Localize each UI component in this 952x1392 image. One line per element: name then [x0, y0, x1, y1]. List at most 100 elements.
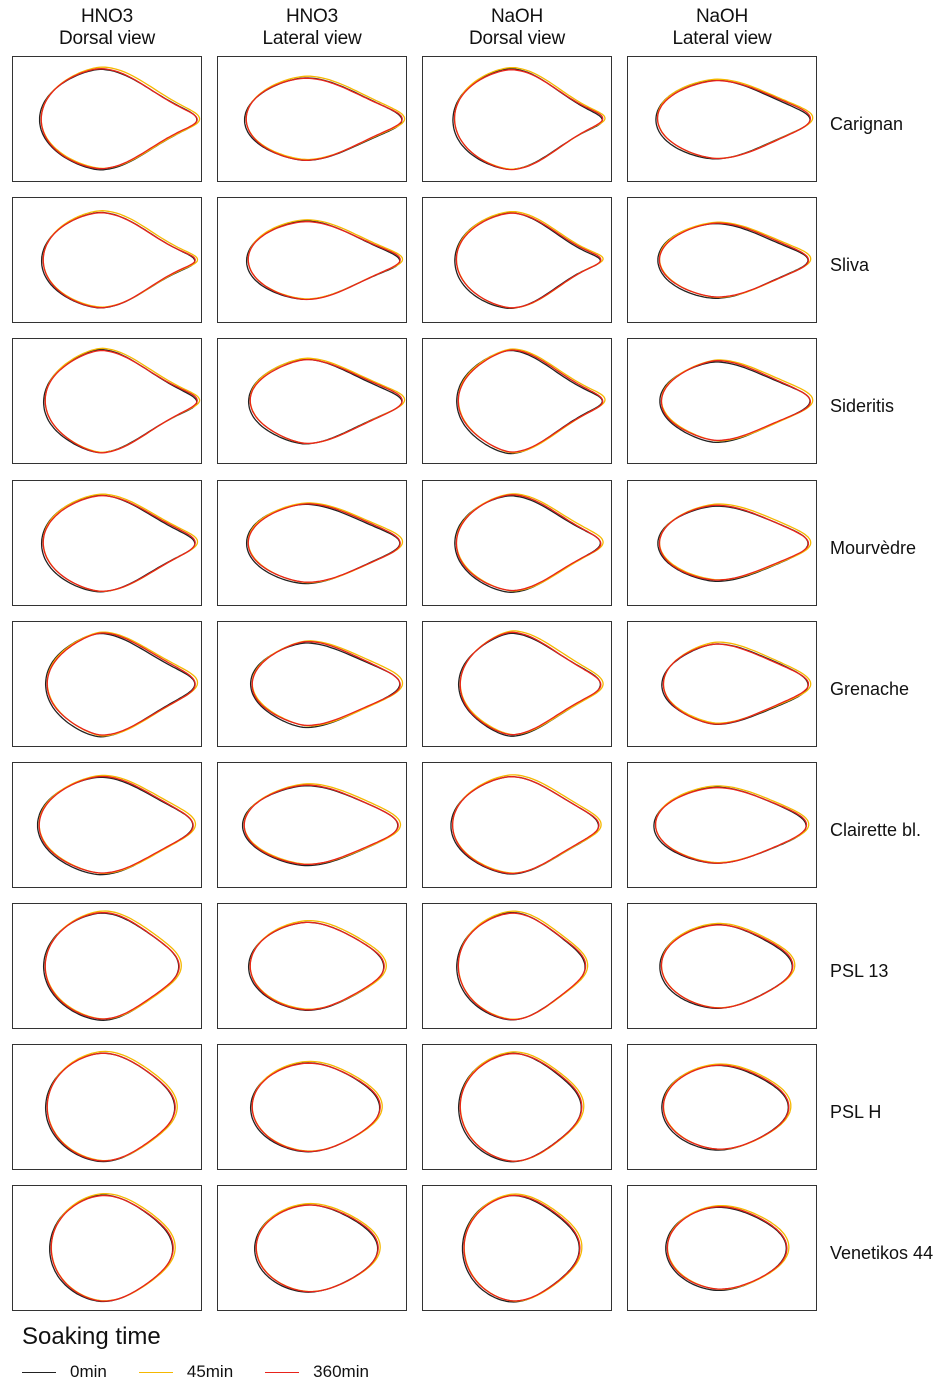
- outline-plot: [659, 922, 796, 1009]
- outline-360min: [38, 775, 194, 874]
- outline-360min: [662, 1064, 790, 1150]
- outline-45min: [455, 493, 604, 592]
- outline-plot: [44, 631, 199, 738]
- column-header-view: Dorsal view: [469, 28, 565, 49]
- outline-45min: [42, 493, 199, 593]
- outline-panel: [12, 903, 202, 1029]
- outline-panel: [627, 762, 817, 888]
- column-header-0: HNO3 Dorsal view: [12, 6, 202, 50]
- outline-360min: [44, 911, 180, 1020]
- legend-swatch-0min: [22, 1371, 56, 1373]
- row-label: Clairette bl.: [830, 820, 922, 840]
- outline-360min: [656, 79, 812, 160]
- outline-plot: [665, 1204, 790, 1292]
- outline-panel: [422, 762, 612, 888]
- outline-panel: [217, 1044, 407, 1170]
- legend-item-45min: 45min: [138, 1362, 234, 1382]
- outline-plot: [241, 783, 402, 867]
- outline-360min: [658, 222, 810, 298]
- outline-panel: [217, 480, 407, 606]
- outline-panel: [627, 197, 817, 323]
- outline-360min: [660, 924, 794, 1009]
- row-label: Venetikos 44: [830, 1243, 934, 1263]
- outline-panel: [12, 621, 202, 747]
- row-label: Grenache: [830, 679, 910, 699]
- outline-plot: [661, 1063, 792, 1151]
- outline-panel: [217, 621, 407, 747]
- outline-panel: [12, 197, 202, 323]
- outline-360min: [251, 640, 401, 727]
- legend-label-45min: 45min: [186, 1362, 234, 1381]
- outline-panel: [217, 338, 407, 464]
- column-header-treatment: NaOH: [696, 6, 748, 27]
- outline-plot: [245, 219, 404, 301]
- outline-plot: [36, 774, 197, 876]
- outline-plot: [653, 785, 810, 864]
- column-header-1: HNO3 Lateral view: [217, 6, 407, 50]
- outline-360min: [654, 787, 808, 864]
- column-header-treatment: NaOH: [491, 6, 543, 27]
- row-label: Sliva: [830, 255, 870, 275]
- outline-360min: [46, 632, 196, 736]
- outline-plot: [249, 1060, 383, 1153]
- outline-45min: [455, 210, 604, 309]
- legend-title: Soaking time: [22, 1323, 161, 1350]
- outline-360min: [453, 69, 604, 171]
- outline-plot: [659, 359, 814, 444]
- outline-plot: [243, 75, 406, 161]
- outline-panel: [422, 903, 612, 1029]
- legend-item-360min: 360min: [265, 1362, 369, 1382]
- outline-0min: [249, 642, 401, 729]
- outline-360min: [463, 1194, 581, 1302]
- outline-plot: [247, 919, 387, 1011]
- outline-360min: [658, 504, 810, 581]
- outline-panel: [422, 1185, 612, 1311]
- outline-360min: [457, 349, 604, 453]
- outline-45min: [247, 219, 404, 300]
- legend-item-0min: 0min: [22, 1362, 107, 1382]
- outline-360min: [455, 494, 602, 592]
- outline-panel: [12, 56, 202, 182]
- outline-panel: [627, 338, 817, 464]
- row-label: PSL 13: [830, 961, 889, 981]
- outline-plot: [40, 493, 199, 593]
- outline-panel: [217, 197, 407, 323]
- outline-360min: [40, 68, 198, 170]
- outline-0min: [454, 212, 602, 310]
- outline-plot: [42, 910, 182, 1021]
- outline-360min: [660, 360, 812, 442]
- outline-panel: [217, 762, 407, 888]
- outline-360min: [249, 921, 385, 1011]
- outline-plot: [249, 640, 404, 729]
- outline-plot: [655, 78, 814, 160]
- outline-panel: [12, 1044, 202, 1170]
- outline-360min: [46, 1052, 176, 1162]
- outline-plot: [457, 630, 604, 737]
- outline-panel: [217, 56, 407, 182]
- outline-panel: [12, 480, 202, 606]
- outline-panel: [422, 1044, 612, 1170]
- outline-plot: [44, 1050, 178, 1163]
- outline-360min: [42, 212, 196, 309]
- outline-plot: [461, 1193, 583, 1303]
- outline-45min: [453, 66, 606, 170]
- outline-360min: [243, 784, 399, 866]
- outline-panel: [422, 621, 612, 747]
- outline-plot: [42, 347, 201, 454]
- row-label: Mourvèdre: [830, 538, 917, 558]
- outline-360min: [50, 1194, 174, 1302]
- outline-plot: [38, 66, 201, 171]
- outline-plot: [254, 1202, 381, 1293]
- outline-panel: [422, 338, 612, 464]
- outline-360min: [457, 912, 587, 1021]
- outline-360min: [247, 503, 401, 583]
- outline-panel: [217, 903, 407, 1029]
- outline-plot: [454, 493, 604, 593]
- outline-plot: [247, 357, 406, 445]
- outline-panel: [12, 338, 202, 464]
- outline-360min: [245, 77, 403, 161]
- column-header-treatment: HNO3: [81, 6, 133, 27]
- outline-360min: [247, 220, 401, 301]
- outline-360min: [42, 495, 196, 592]
- outline-plot: [661, 641, 812, 725]
